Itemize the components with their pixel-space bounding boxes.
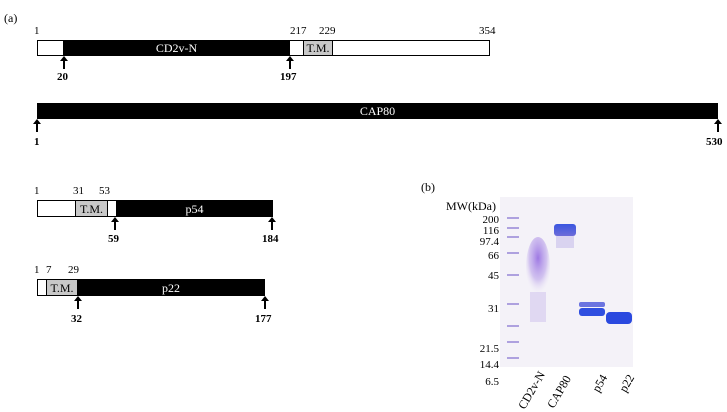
panel-b-label: (b) — [421, 180, 435, 194]
p54-domain-segment: p54 — [116, 200, 273, 217]
marker-ladder — [507, 217, 519, 359]
cd2v-tm-label: T.M. — [306, 41, 330, 55]
cd2v-domain-segment: CD2v-N — [63, 40, 290, 56]
cd2v-domain-label: CD2v-N — [155, 41, 198, 55]
lane-name-p54: p54 — [589, 371, 611, 395]
cap80-arrow-530-icon — [714, 119, 722, 132]
lane-2-band — [554, 224, 576, 236]
cd2v-nterm-segment — [37, 40, 64, 56]
ladder-band-14-4 — [507, 341, 519, 343]
lane-2-tail — [556, 236, 574, 248]
cd2v-arrow-197-icon — [286, 56, 294, 69]
p54-pos-53: 53 — [99, 185, 110, 197]
cd2v-tm-segment: T.M. — [303, 40, 333, 56]
cd2v-pos-217: 217 — [290, 25, 307, 37]
lane-4-band — [606, 312, 632, 324]
cd2v-arrow-20-label: 20 — [57, 71, 68, 83]
p22-arrow-32-icon — [74, 296, 82, 309]
cd2v-linker-segment — [289, 40, 304, 56]
cd2v-arrow-197-label: 197 — [280, 71, 297, 83]
gel-background — [500, 197, 633, 367]
p22-domain-segment: p22 — [77, 279, 265, 296]
p54-tm-label: T.M. — [79, 201, 104, 216]
lane-1-smear — [526, 237, 550, 297]
ladder-band-6-5 — [507, 357, 519, 359]
p22-pos-29: 29 — [68, 264, 79, 276]
lane-3-band-upper — [579, 302, 605, 307]
cd2v-pos-229: 229 — [319, 25, 336, 37]
lane-name-cap80: CAP80 — [544, 372, 574, 411]
cap80-domain-segment: CAP80 — [37, 103, 718, 119]
p54-arrow-184-label: 184 — [262, 233, 279, 245]
p54-tm-segment: T.M. — [75, 200, 108, 217]
panel-a-label: (a) — [4, 11, 18, 25]
lane-name-cd2v-n: CD2v-N — [515, 368, 548, 412]
p22-arrow-177-icon — [261, 296, 269, 309]
ladder-band-97-4 — [507, 236, 519, 238]
ladder-band-66 — [507, 252, 519, 254]
p54-nterm-segment — [37, 200, 76, 217]
mw-header: MW(kDa) — [446, 199, 496, 213]
ladder-band-45 — [507, 274, 519, 276]
p54-arrow-184-icon — [268, 217, 276, 230]
mw-marker-6-5: 6.5 — [485, 376, 499, 388]
cd2v-pos-354: 354 — [479, 25, 496, 37]
lane-1-tail — [530, 292, 546, 322]
ladder-band-116 — [507, 227, 519, 229]
ladder-band-200 — [507, 217, 519, 219]
p22-tm-label: T.M. — [50, 280, 74, 295]
p54-arrow-59-icon — [111, 217, 119, 230]
p22-pos-1: 1 — [34, 264, 40, 276]
p54-pos-31: 31 — [73, 185, 84, 197]
p22-tm-segment: T.M. — [46, 279, 78, 296]
p22-pos-7: 7 — [46, 264, 52, 276]
cap80-arrow-530-label: 530 — [706, 136, 723, 148]
mw-marker-14-4: 14.4 — [479, 359, 499, 371]
p54-pos-1: 1 — [34, 185, 40, 197]
ladder-band-21-5 — [507, 325, 519, 327]
cap80-arrow-1-label: 1 — [34, 136, 40, 148]
mw-marker-200: 200 — [482, 214, 500, 226]
mw-marker-97-4: 97.4 — [479, 236, 499, 248]
mw-marker-21-5: 21.5 — [479, 343, 499, 355]
p54-domain-label: p54 — [185, 201, 204, 216]
cap80-arrow-1-icon — [33, 119, 41, 132]
mw-marker-66: 66 — [488, 250, 499, 262]
p22-arrow-177-label: 177 — [255, 313, 272, 325]
mw-marker-116: 116 — [482, 225, 499, 237]
cd2v-arrow-20-icon — [60, 56, 68, 69]
cap80-domain-label: CAP80 — [359, 104, 396, 118]
mw-marker-31: 31 — [488, 303, 499, 315]
mw-marker-45: 45 — [488, 270, 499, 282]
lane-name-p22: p22 — [616, 371, 638, 395]
cd2v-pos-1: 1 — [34, 25, 40, 37]
p54-arrow-59-label: 59 — [108, 233, 119, 245]
p22-arrow-32-label: 32 — [71, 313, 82, 325]
gel-image — [500, 197, 633, 367]
ladder-band-31 — [507, 303, 519, 305]
cd2v-cterm-segment — [332, 40, 490, 56]
p22-domain-label: p22 — [162, 280, 180, 295]
lane-3-band-main — [579, 308, 605, 316]
